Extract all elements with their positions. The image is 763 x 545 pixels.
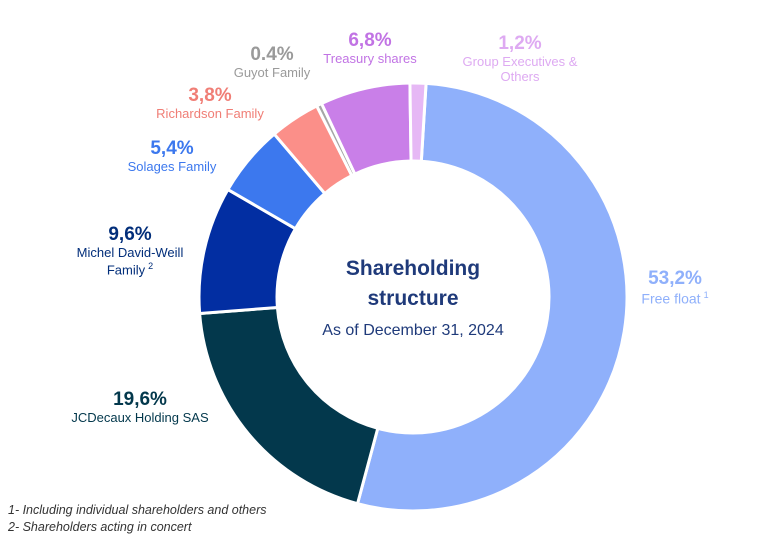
label-treasury: 6,8% Treasury shares [310, 30, 430, 67]
executives-name-line2: Others [500, 68, 540, 84]
footnote-1: 1- Including individual shareholders and… [8, 503, 267, 517]
david-weill-name-line1: Michel David-Weill [76, 244, 184, 260]
label-david-weill: 9,6% Michel David-Weill Family 2 [55, 224, 205, 278]
david-weill-name-line2-row: Family 2 [55, 261, 205, 278]
jcdecaux-name: JCDecaux Holding SAS [71, 409, 209, 425]
david-weill-footnote-ref: 2 [148, 260, 154, 271]
chart-subtitle: As of December 31, 2024 [322, 322, 504, 339]
donut-slices [197, 81, 629, 513]
treasury-name: Treasury shares [323, 50, 417, 66]
executives-pct: 1,2% [498, 33, 542, 54]
jcdecaux-pct: 19,6% [113, 389, 167, 410]
richardson-pct: 3,8% [188, 85, 232, 106]
label-jcdecaux: 19,6% JCDecaux Holding SAS [45, 389, 235, 426]
footnote-2: 2- Shareholders acting in concert [8, 520, 192, 534]
solages-name: Solages Family [127, 158, 217, 174]
guyot-name: Guyot Family [233, 64, 311, 80]
label-guyot: 0.4% Guyot Family [222, 44, 322, 81]
guyot-pct: 0.4% [250, 44, 294, 65]
chart-title-line1: Shareholding [345, 257, 481, 280]
free-float-name-row: Free float 1 [625, 290, 725, 307]
david-weill-name-line2: Family [106, 262, 146, 278]
richardson-name: Richardson Family [156, 105, 264, 121]
label-executives: 1,2% Group Executives & Others [445, 33, 595, 85]
solages-pct: 5,4% [150, 138, 194, 159]
executives-name-line1: Group Executives & [462, 53, 578, 69]
slice-free-float [355, 81, 629, 513]
label-free-float: 53,2% Free float 1 [625, 268, 725, 307]
free-float-name: Free float [641, 290, 701, 307]
free-float-footnote-ref: 1 [703, 289, 709, 300]
david-weill-pct: 9,6% [108, 224, 152, 245]
label-richardson: 3,8% Richardson Family [140, 85, 280, 122]
slice-group-executives-others [408, 81, 428, 163]
label-solages: 5,4% Solages Family [107, 138, 237, 175]
chart-title-line2: structure [367, 287, 459, 310]
free-float-pct: 53,2% [648, 268, 702, 289]
chart-title: Shareholding structure [293, 254, 533, 314]
treasury-pct: 6,8% [348, 30, 392, 51]
